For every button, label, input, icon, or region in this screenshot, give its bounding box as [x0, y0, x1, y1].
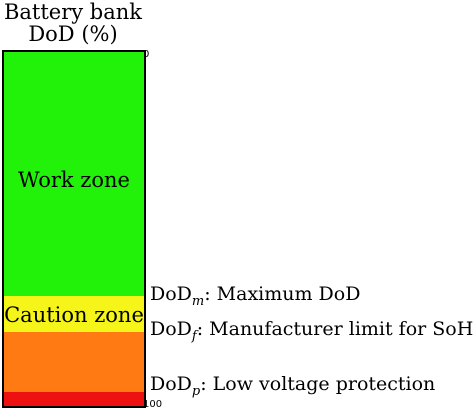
work-zone-label: Work zone [18, 168, 130, 192]
caution-zone-label: Caution zone [4, 303, 144, 328]
chart-title-line-1: Battery bank [3, 0, 143, 24]
chart-title-line-2: DoD (%) [28, 22, 118, 46]
annotation-dod-max: DoDm: Maximum DoD [150, 283, 361, 309]
annotation-dod-manufacturer: DoDf: Manufacturer limit for SoH [150, 318, 474, 344]
tick-label-bottom: 100 [143, 399, 163, 410]
cutoff-zone [4, 391, 144, 406]
danger-zone [4, 331, 144, 392]
annotation-dod-protection: DoDp: Low voltage protection [150, 373, 436, 399]
tick-label-top: 0 [143, 49, 150, 60]
caution-zone: Caution zone [4, 296, 144, 332]
work-zone: Work zone [4, 52, 144, 297]
dod-bar: Work zone Caution zone [2, 50, 146, 408]
